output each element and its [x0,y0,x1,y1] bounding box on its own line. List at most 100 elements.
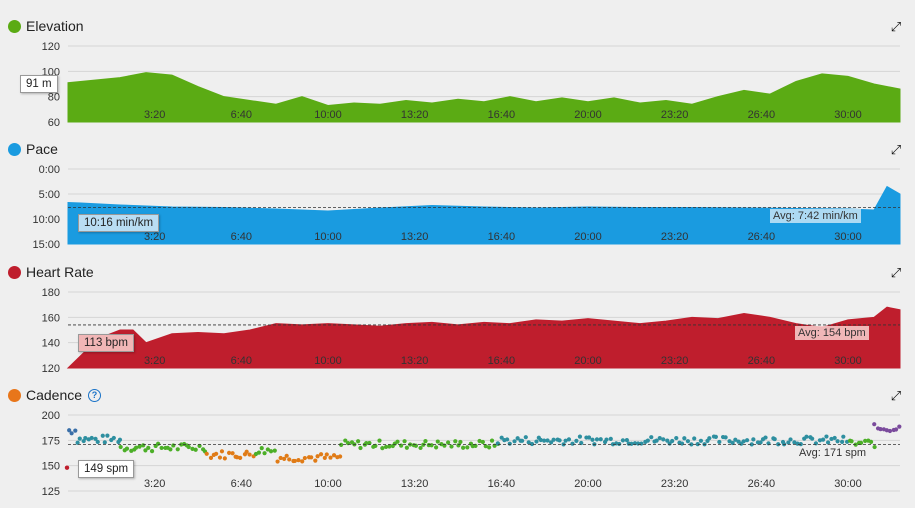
cadence-point [480,439,485,445]
cadence-point [296,458,301,463]
cadence-point [458,439,463,445]
cadence-point [713,434,718,439]
cadence-point [423,439,428,444]
heart-rate-x-tick-label: 30:00 [834,355,862,367]
cadence-point [356,439,361,444]
cadence-point [872,444,877,450]
cadence-x-tick-label: 30:00 [834,478,862,490]
cadence-point [786,440,791,445]
cadence-point [67,428,72,433]
cadence-point [849,439,854,444]
cadence-point [328,455,333,460]
cadence-point [449,444,454,449]
cadence-point [156,441,161,446]
cadence-point [89,435,94,441]
cadence-point [190,446,195,451]
pace-legend-dot [8,142,21,156]
help-icon[interactable]: ? [88,388,102,402]
cadence-point [674,435,679,441]
cadence-point [402,439,407,444]
elevation-header: Elevation [8,16,84,36]
cadence-header: Cadence ? [8,385,102,405]
cadence-x-tick-label: 23:20 [661,478,689,490]
cadence-point [832,435,837,441]
cadence-point [772,436,777,442]
cadence-point [604,437,609,442]
cadence-point [259,446,264,451]
cadence-point [549,440,554,445]
pace-x-tick-label: 10:00 [314,231,342,243]
elevation-title: Elevation [26,18,84,34]
cadence-point [118,444,123,450]
heart-rate-x-tick-label: 10:00 [314,355,342,367]
cadence-point [226,450,232,455]
cadence-x-tick-label: 6:40 [231,478,252,490]
cadence-point [282,456,287,461]
cadence-point [534,439,539,444]
cadence-point [222,456,227,461]
expand-icon[interactable]: ⤢ [890,19,902,34]
heart-rate-x-tick-label: 3:20 [144,355,165,367]
pace-y-tick-label: 5:00 [39,189,60,201]
cadence-point [358,445,363,451]
cadence-point [315,454,320,459]
cadence-point [287,457,292,462]
cadence-point [171,443,176,448]
cadence-point [872,422,877,427]
pace-x-tick-label: 16:40 [488,231,516,243]
cadence-point [159,445,164,451]
cadence-point [804,434,809,439]
cadence-point [272,448,277,453]
cadence-point [590,437,595,442]
cadence-title: Cadence [26,387,83,403]
cadence-point [817,438,823,443]
elevation-x-tick-label: 16:40 [488,109,516,121]
elevation-x-tick-label: 23:20 [661,109,689,121]
cadence-point [893,427,899,432]
cadence-point [247,452,252,457]
cadence-point [380,446,385,451]
pace-x-tick-label: 26:40 [748,231,776,243]
cadence-point [654,438,659,443]
cadence-point [141,443,146,448]
cadence-point [629,441,634,446]
cadence-point [698,438,704,443]
cadence-y-tick-label: 125 [42,486,60,498]
cadence-point [300,459,305,464]
cadence-point [727,439,732,444]
cadence-point [820,437,826,442]
cadence-x-tick-label: 3:20 [144,478,165,490]
cadence-point [495,441,500,446]
cadence-point [343,438,348,443]
cadence-point [858,440,864,445]
cadence-point [219,449,225,454]
cadence-point [434,445,439,450]
heart-rate-chart: 180 160 140 120 3:20 6:40 10:00 13:20 16:40 20:00… [42,287,901,375]
cadence-point [186,444,191,450]
cadence-point [649,435,654,440]
cadence-point [64,465,70,470]
cadence-x-tick-label: 26:40 [748,478,776,490]
cadence-point [563,438,568,443]
expand-icon[interactable]: ⤢ [890,142,902,157]
cadence-point [813,441,819,446]
cadence-point [661,437,666,442]
cadence-point [77,436,82,441]
expand-icon[interactable]: ⤢ [890,265,902,280]
cadence-point [268,449,274,454]
cadence-point [83,435,88,441]
heart-rate-x-tick-label: 6:40 [231,355,252,367]
cadence-point [878,427,883,432]
cadence-point [339,442,344,447]
cadence-point [383,444,389,450]
elevation-x-tick-label: 13:20 [401,109,429,121]
cadence-point [95,439,100,445]
cadence-point [262,451,267,456]
heart-rate-y-tick-label: 120 [42,363,60,375]
cadence-point [670,438,675,444]
cadence-point [473,443,478,448]
expand-icon[interactable]: ⤢ [890,388,902,403]
cadence-point [429,443,434,448]
